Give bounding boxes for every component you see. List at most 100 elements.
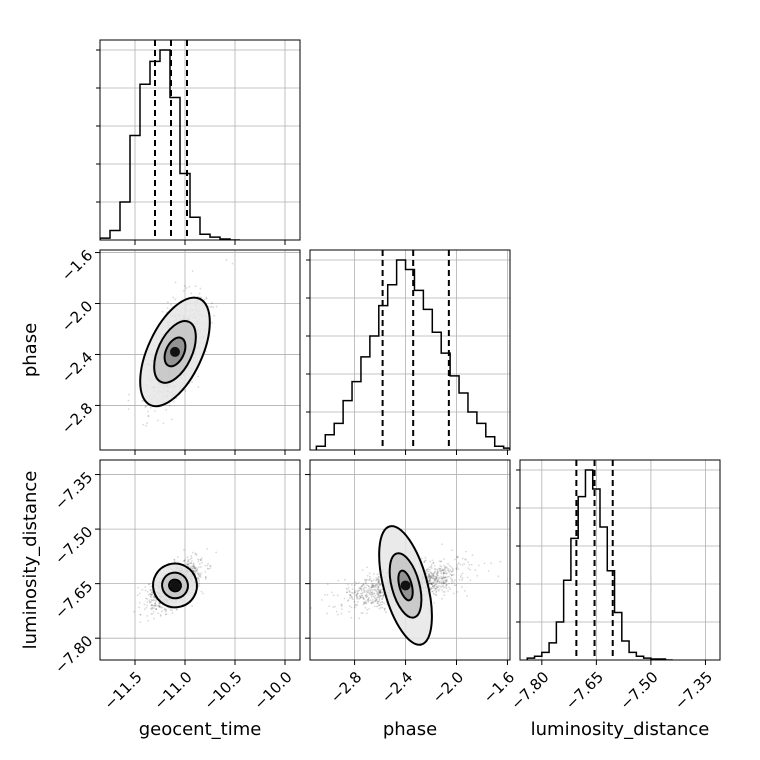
x-tick-label: −7.35 — [671, 668, 716, 713]
sample-point — [332, 594, 335, 597]
sample-point — [442, 579, 445, 582]
sample-point — [423, 561, 426, 563]
sample-point — [365, 593, 368, 596]
sample-point — [328, 605, 331, 608]
sample-point — [161, 310, 164, 313]
sample-point — [429, 580, 432, 582]
sample-point — [383, 602, 386, 605]
sample-point — [382, 593, 385, 596]
sample-point — [335, 610, 338, 613]
sample-point — [443, 558, 445, 560]
sample-point — [490, 562, 493, 565]
sample-point — [360, 585, 363, 588]
sample-point — [444, 572, 446, 575]
sample-point — [350, 591, 353, 594]
sample-point — [440, 569, 443, 572]
sample-point — [374, 594, 377, 597]
sample-point — [369, 589, 371, 591]
sample-point — [204, 570, 207, 573]
sample-point — [152, 596, 155, 599]
sample-point — [340, 608, 343, 611]
sample-point — [372, 595, 375, 598]
panel-frame — [309, 249, 511, 451]
sample-point — [429, 572, 432, 574]
sample-point — [439, 577, 442, 580]
sample-point — [431, 572, 433, 575]
sample-point — [430, 565, 432, 568]
sample-point — [376, 577, 379, 580]
sample-point — [155, 608, 158, 610]
sample-point — [209, 567, 212, 570]
sample-point — [434, 579, 437, 582]
sample-point — [155, 608, 158, 611]
sample-point — [155, 604, 157, 606]
sample-point — [442, 581, 445, 584]
sample-point — [375, 586, 377, 588]
sample-point — [189, 558, 192, 561]
sample-point — [430, 574, 433, 577]
sample-point — [377, 579, 380, 582]
sample-point — [430, 582, 432, 584]
sample-point — [193, 565, 196, 568]
sample-point — [465, 550, 467, 553]
sample-point — [145, 405, 147, 408]
sample-point — [374, 599, 377, 602]
sample-point — [380, 592, 383, 594]
sample-point — [377, 576, 380, 578]
sample-point — [434, 580, 436, 582]
sample-point — [359, 596, 362, 599]
sample-point — [443, 564, 445, 567]
sample-point — [433, 572, 436, 575]
sample-point — [446, 579, 448, 582]
sample-point — [442, 582, 445, 585]
histogram-luminosity_distance — [526, 469, 673, 660]
sample-point — [151, 612, 154, 615]
sample-point — [166, 307, 169, 309]
sample-point — [144, 406, 147, 408]
sample-point — [441, 578, 443, 580]
sample-point — [378, 599, 381, 602]
sample-point — [147, 583, 150, 586]
sample-point — [441, 576, 444, 579]
sample-point — [433, 601, 436, 604]
sample-point — [438, 577, 440, 580]
histogram-phase — [315, 259, 510, 450]
sample-point — [451, 570, 453, 573]
sample-point — [147, 410, 149, 413]
sample-point — [346, 591, 348, 594]
sample-point — [147, 415, 150, 418]
sample-point — [350, 616, 353, 619]
sample-point — [154, 602, 157, 605]
sample-point — [195, 554, 198, 556]
sample-point — [197, 386, 200, 388]
sample-point — [354, 591, 357, 594]
sample-point — [350, 606, 353, 609]
sample-point — [434, 587, 437, 590]
sample-point — [356, 593, 359, 595]
sample-point — [445, 580, 448, 583]
sample-point — [431, 585, 434, 587]
sample-point — [356, 590, 359, 593]
sample-point — [365, 594, 367, 597]
sample-point — [365, 612, 368, 615]
sample-point — [362, 587, 365, 590]
sample-point — [368, 593, 371, 596]
sample-point — [199, 573, 202, 576]
sample-point — [378, 597, 381, 599]
sample-point — [441, 568, 444, 571]
sample-point — [427, 575, 430, 578]
sample-point — [198, 572, 200, 575]
sample-point — [377, 594, 380, 597]
sample-point — [450, 580, 453, 583]
sample-point — [370, 596, 373, 598]
sample-point — [425, 559, 427, 562]
sample-point — [152, 610, 155, 613]
y-axis-label-luminosity_distance: luminosity_distance — [20, 471, 41, 650]
sample-point — [379, 590, 382, 593]
sample-point — [440, 571, 443, 573]
sample-point — [434, 571, 436, 574]
sample-point — [373, 592, 375, 595]
sample-point — [377, 581, 380, 584]
sample-point — [357, 581, 360, 584]
